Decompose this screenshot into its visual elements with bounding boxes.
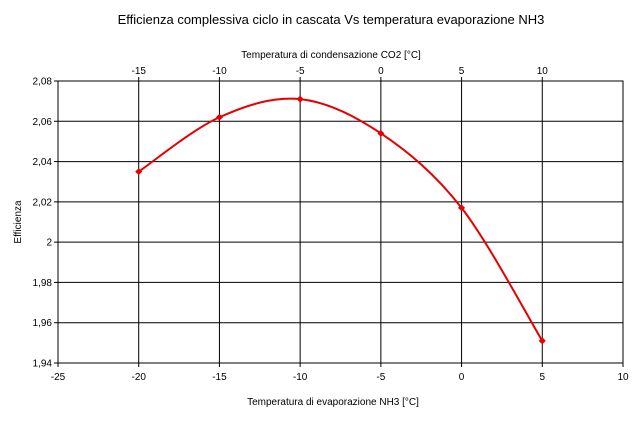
x2-tick-label: 0	[378, 66, 384, 77]
data-point	[538, 337, 546, 345]
data-point	[458, 204, 466, 212]
x-tick-label: -20	[131, 372, 146, 383]
series-layer	[135, 95, 546, 345]
x2-tick-label: -10	[212, 66, 227, 77]
x-tick-label: 10	[617, 372, 629, 383]
data-point	[135, 168, 143, 176]
y-tick-label: 1,94	[33, 359, 53, 370]
x2-tick-label: 5	[459, 66, 465, 77]
data-point	[215, 113, 223, 121]
y-tick-label: 2,02	[33, 197, 53, 208]
y-tick-label: 2,06	[33, 117, 53, 128]
plot-area	[57, 80, 624, 364]
x-tick-label: 0	[459, 372, 465, 383]
x-tick-label: -25	[51, 372, 66, 383]
x2-tick-label: -5	[296, 66, 305, 77]
y-tick-label: 2,08	[33, 77, 53, 88]
chart-title: Efficienza complessiva ciclo in cascata …	[118, 12, 545, 27]
y-tick-label: 2	[46, 238, 52, 249]
x2-tick-label: -15	[131, 66, 146, 77]
x-tick-label: 5	[540, 372, 546, 383]
gridlines	[54, 77, 624, 367]
x2-axis-label: Temperatura di condensazione CO2 [°C]	[241, 50, 421, 61]
x-tick-label: -10	[293, 372, 308, 383]
y-tick-label: 2,04	[33, 157, 53, 168]
tick-labels: 1,94 1,96 1,98 2 2,02 2,04 2,06 2,08 -15 -10 -5 0 5 1…	[33, 66, 629, 383]
y-tick-label: 1,98	[33, 278, 53, 289]
data-point	[377, 129, 385, 137]
x-tick-label: -15	[212, 372, 227, 383]
y-axis-label: Efficienza	[13, 200, 24, 244]
y-tick-label: 1,96	[33, 318, 53, 329]
series-line	[138, 97, 544, 342]
data-point	[296, 95, 304, 103]
x2-tick-label: 10	[537, 66, 549, 77]
x-tick-label: -5	[376, 372, 385, 383]
x-axis-label: Temperatura di evaporazione NH3 [°C]	[247, 397, 419, 408]
